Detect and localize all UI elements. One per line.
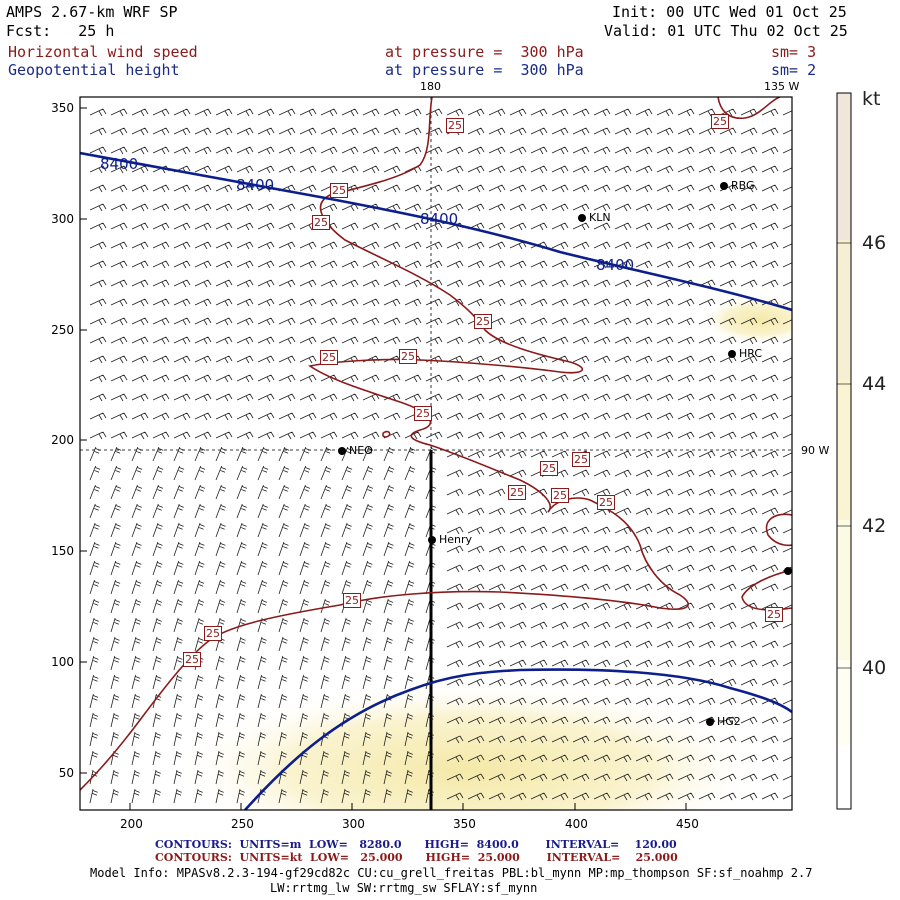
x-tick-label: 250 [231,817,254,831]
lon-label-180: 180 [420,80,441,93]
model-info: Model Info: MPASv8.2.3-194-gf29cd82c CU:… [90,866,813,880]
x-tick-label: 300 [342,817,365,831]
speed-contour-label: 25 [711,114,729,129]
speed-contour-label: 25 [312,215,330,230]
field2-level: at pressure = 300 hPa [385,61,584,79]
y-tick-label: 50 [58,766,74,780]
x-tick-label: 350 [453,817,476,831]
y-tick-label: 200 [51,433,74,447]
speed-contour-label: 25 [540,461,558,476]
station-label-kln: KLN [589,211,611,224]
speed-contour-label: 25 [320,350,338,365]
station-label-henry: Henry [439,533,473,546]
station-dot-hg2 [706,718,714,726]
speed-contour-label: 25 [330,183,348,198]
field2-name: Geopotential height [8,61,180,79]
map-frame [79,96,793,811]
colorbar [836,92,852,810]
valid-time: Valid: 01 UTC Thu 02 Oct 25 [604,22,848,40]
field1-name: Horizontal wind speed [8,43,198,61]
speed-contour-label: 25 [399,349,417,364]
speed-contour-label: 25 [474,314,492,329]
axis-ticks [80,107,687,810]
speed-contour-info: CONTOURS: UNITS=kt LOW= 25.000 HIGH= 25.… [155,851,678,864]
speed-contour-label: 25 [183,652,201,667]
x-tick-label: 400 [565,817,588,831]
height-label-4: 8400 [596,256,635,274]
station-dot-kln [578,214,586,222]
speed-shade-east [700,295,792,345]
station-label-hrc: HRC [739,347,763,360]
speed-contour-label: 25 [572,452,590,467]
speed-shade-south [170,680,770,810]
station-label-rbg: RBG [731,179,755,192]
height-label-3: 8400 [420,210,459,228]
station-dot-neo [338,447,346,455]
wind-barb-field [89,108,792,804]
y-tick-label: 350 [51,101,74,115]
x-tick-label: 450 [676,817,699,831]
station-label-hg2: HG2 [717,715,741,728]
height-label-2: 8400 [236,176,275,194]
speed-contour-label: 25 [597,495,615,510]
station-dot-east [784,567,792,575]
x-tick-label: 200 [120,817,143,831]
y-tick-label: 100 [51,655,74,669]
y-tick-label: 300 [51,212,74,226]
station-dot-henry [428,536,436,544]
init-time: Init: 00 UTC Wed 01 Oct 25 [612,3,847,21]
speed-contour-label: 25 [765,607,783,622]
speed-contour-label: 25 [551,488,569,503]
lon-label-90w: 90 W [801,444,830,457]
height-label-1: 8400 [100,155,139,173]
colorbar-label: 46 [862,232,887,254]
speed-contour-label: 25 [343,593,361,608]
field1-smoothing: sm= 3 [771,43,817,61]
station-dot-rbg [720,182,728,190]
wind-barbs [89,108,792,804]
model-physics-info: LW:rrtmg_lw SW:rrtmg_sw SFLAY:sf_mynn [270,881,538,895]
colorbar-label: 40 [862,657,887,679]
lon-label-135w: 135 W [764,80,800,93]
field2-smoothing: sm= 2 [771,61,817,79]
speed-contour-label: 25 [414,406,432,421]
height-contours [80,151,792,810]
speed-contour-label: 25 [446,118,464,133]
speed-contour-label: 25 [204,626,222,641]
colorbar-label: 42 [862,515,887,537]
station-markers [338,182,792,726]
station-dot-hrc [728,350,736,358]
y-tick-label: 150 [51,544,74,558]
speed-contour-label: 25 [508,485,526,500]
field1-level: at pressure = 300 hPa [385,43,584,61]
colorbar-unit: kt [862,88,881,110]
y-tick-label: 250 [51,323,74,337]
model-title: AMPS 2.67-km WRF SP [6,3,178,21]
colorbar-label: 44 [862,373,887,395]
height-contour-info: CONTOURS: UNITS=m LOW= 8280.0 HIGH= 8400… [155,838,677,851]
station-label-neo: NEO [349,444,373,457]
forecast-hour: Fcst: 25 h [6,22,115,40]
